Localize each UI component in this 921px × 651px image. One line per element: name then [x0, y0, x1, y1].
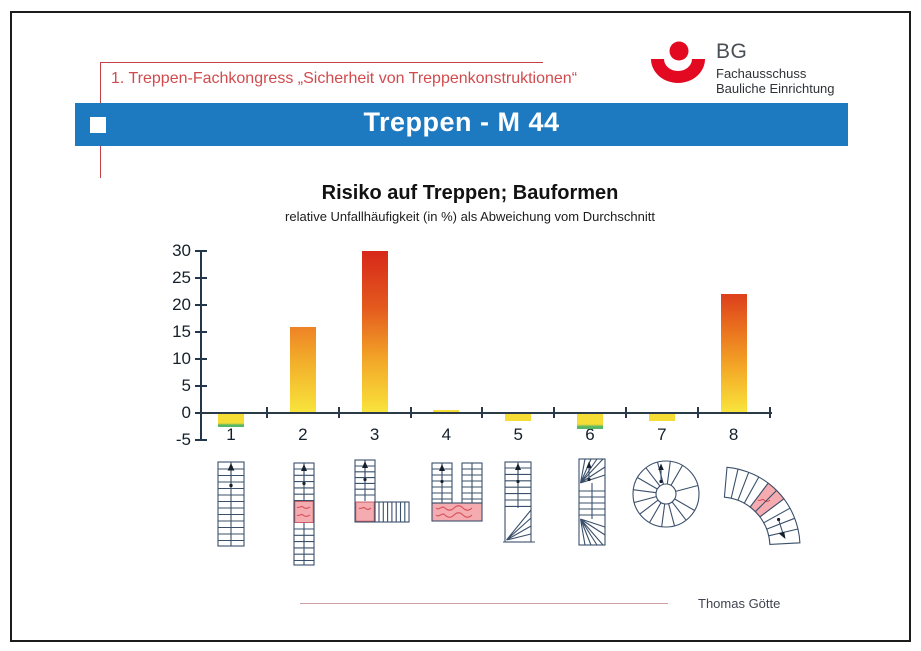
quarter-turn-stair-corner-landing-icon: [354, 459, 410, 523]
y-axis-tick-label: 5: [181, 376, 191, 395]
title-banner: [75, 103, 848, 146]
y-axis-tick: [195, 439, 207, 441]
x-axis-category-label: 8: [728, 425, 739, 444]
stair-winders-both-ends-icon: [578, 458, 606, 546]
y-axis-line: [200, 251, 202, 440]
x-axis-tick: [409, 407, 412, 418]
header-rule-horizontal: [100, 62, 543, 63]
banner-bullet-square: [90, 117, 106, 133]
x-axis-tick: [266, 407, 268, 418]
spiral-stair-icon: [632, 460, 700, 528]
x-axis-tick: [553, 407, 556, 418]
x-axis-category-label: 1: [226, 425, 236, 444]
logo-org-text: BG: [716, 40, 748, 63]
y-axis-tick-label: 15: [172, 322, 191, 341]
x-axis-tick: [337, 407, 340, 418]
bar-category-1: [218, 413, 244, 427]
author-name: Thomas Götte: [698, 596, 781, 611]
x-axis-tick: [625, 407, 627, 418]
y-axis-tick-label: -5: [175, 430, 191, 449]
chart-title: Risiko auf Treppen; Bauformen: [321, 182, 619, 204]
bg-logo-icon: [651, 41, 705, 83]
x-axis-category-label: 6: [585, 425, 595, 444]
x-axis-category-label: 4: [441, 425, 452, 444]
y-axis-tick-label: 25: [172, 268, 191, 287]
x-axis-tick: [481, 407, 484, 418]
x-axis-category-label: 3: [369, 425, 380, 444]
y-axis-tick: [195, 358, 207, 360]
congress-title: 1. Treppen-Fachkongress „Sicherheit von …: [111, 70, 578, 87]
bar-category-3: [361, 251, 388, 413]
straight-stair-icon: [217, 461, 245, 547]
y-axis-tick: [195, 304, 207, 306]
logo-line1: Fachausschuss: [716, 66, 807, 81]
x-axis-tick: [696, 407, 699, 418]
slide-title: Treppen - M 44: [363, 107, 560, 137]
bar-category-8: [720, 294, 747, 413]
bar-chart-plot: 30 25 20 15 10 5 0 -5 1 2 3 4 5 6 7 8: [157, 241, 807, 458]
y-axis-tick-label: 30: [172, 241, 191, 260]
logo-line2: Bauliche Einrichtung: [716, 81, 835, 96]
y-axis-tick-label: 20: [172, 295, 191, 314]
bar-category-6: [577, 413, 603, 430]
bar-category-5: [505, 413, 532, 422]
bar-category-4: [433, 410, 460, 413]
straight-stair-bottom-winders-icon: [503, 461, 535, 543]
x-axis-category-label: 7: [657, 425, 667, 444]
bar-category-7: [648, 413, 675, 422]
y-axis-tick: [195, 250, 207, 252]
chart-subtitle: relative Unfallhäufigkeit (in %) als Abw…: [285, 209, 655, 224]
x-axis-tick: [768, 407, 771, 418]
x-axis-category-label: 5: [513, 425, 523, 444]
y-axis-tick: [195, 385, 207, 387]
y-axis-tick: [195, 277, 207, 279]
y-axis-tick-label: 0: [181, 403, 191, 422]
x-axis-category-label: 2: [298, 425, 308, 444]
y-axis-tick-label: 10: [172, 349, 191, 368]
y-axis-tick: [195, 331, 207, 333]
straight-stair-mid-landing-icon: [293, 462, 315, 566]
x-axis-line: [200, 412, 772, 414]
curved-stair-mid-landing-icon: [723, 466, 801, 545]
half-turn-stair-bottom-landing-icon: [431, 462, 483, 522]
footer-rule: [300, 603, 668, 604]
bar-category-2: [289, 326, 316, 413]
